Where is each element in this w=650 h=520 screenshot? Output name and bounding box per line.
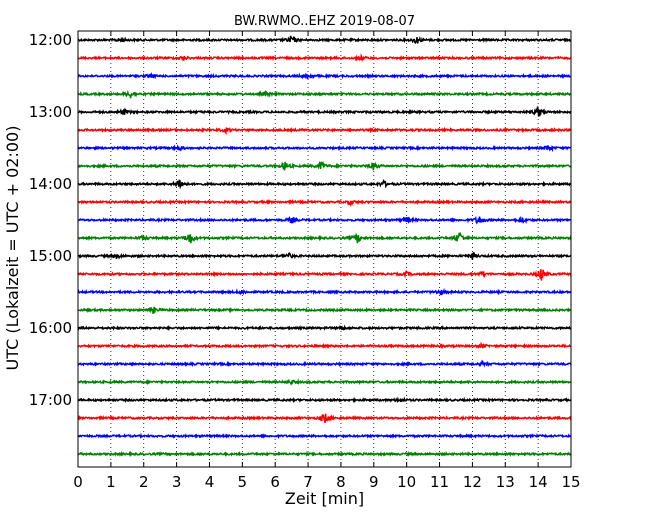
trace-line: [77, 71, 572, 80]
trace-line: [77, 359, 572, 368]
trace-line: [77, 126, 572, 136]
trace-line: [77, 35, 572, 44]
trace-line: [77, 287, 572, 296]
x-axis-label: Zeit [min]: [285, 489, 364, 508]
x-tick-label: 14: [529, 473, 548, 491]
x-tick-label: 13: [496, 473, 515, 491]
x-tick-label: 15: [561, 473, 580, 491]
trace-line: [77, 306, 572, 315]
x-tick-label: 6: [270, 473, 280, 491]
trace-line: [77, 53, 572, 62]
x-tick-label: 4: [205, 473, 215, 491]
x-tick-label: 1: [106, 473, 116, 491]
trace-line: [77, 178, 572, 190]
trace-line: [77, 251, 572, 260]
x-axis: 0 1 2 3 4 5 6 7 8 9 10 11 12 13 14 15: [73, 31, 581, 491]
trace-line: [77, 450, 572, 458]
x-tick-label: 7: [303, 473, 313, 491]
trace-line: [77, 89, 572, 99]
x-tick-label: 2: [139, 473, 149, 491]
y-tick-label: 13:00: [29, 103, 72, 121]
trace-line: [77, 341, 572, 350]
trace-line: [77, 324, 572, 332]
x-tick-label: 0: [73, 473, 83, 491]
y-axis: 12:00 13:00 14:00 15:00 16:00 17:00: [29, 31, 571, 409]
x-tick-label: 3: [172, 473, 182, 491]
trace-group: [77, 35, 572, 458]
x-tick-label: 5: [238, 473, 248, 491]
trace-line: [77, 231, 572, 244]
y-tick-label: 14:00: [29, 175, 72, 193]
y-tick-label: 15:00: [29, 247, 72, 265]
y-tick-label: 17:00: [29, 391, 72, 409]
x-tick-label: 12: [463, 473, 482, 491]
trace-line: [77, 396, 572, 404]
grid-lines: [110, 31, 539, 467]
trace-line: [77, 413, 572, 424]
x-tick-label: 10: [397, 473, 416, 491]
trace-line: [77, 160, 572, 171]
chart-title: BW.RWMO..EHZ 2019-08-07: [234, 14, 415, 29]
y-axis-label: UTC (Lokalzeit = UTC + 02:00): [3, 126, 22, 371]
trace-line: [77, 432, 572, 440]
trace-line: [77, 144, 572, 153]
trace-line: [77, 215, 572, 225]
y-tick-label: 16:00: [29, 319, 72, 337]
x-tick-label: 8: [336, 473, 346, 491]
trace-line: [77, 269, 572, 281]
trace-line: [77, 106, 572, 117]
x-tick-label: 9: [369, 473, 379, 491]
trace-line: [77, 378, 572, 386]
plot-frame: [77, 30, 572, 468]
x-tick-label: 11: [430, 473, 449, 491]
trace-line: [77, 198, 572, 207]
y-tick-label: 12:00: [29, 31, 72, 49]
